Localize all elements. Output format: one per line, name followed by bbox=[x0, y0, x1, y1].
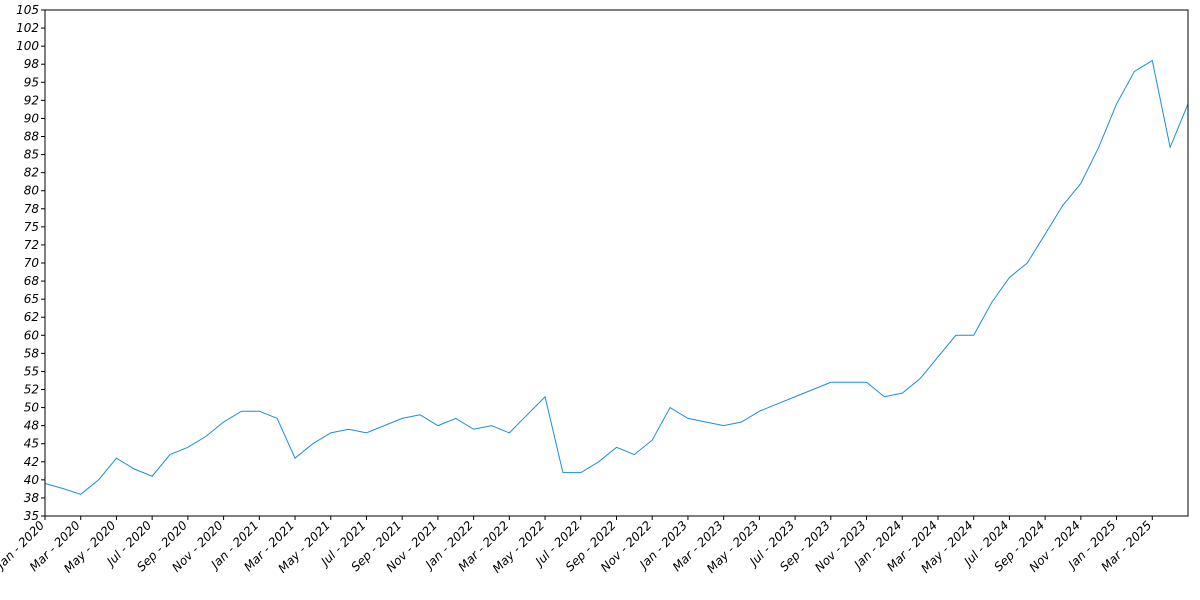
y-tick-label: 80 bbox=[24, 184, 40, 198]
y-tick-label: 100 bbox=[16, 39, 39, 53]
y-tick-label: 50 bbox=[24, 401, 40, 415]
y-tick-label: 55 bbox=[24, 364, 39, 378]
y-tick-label: 58 bbox=[24, 346, 40, 360]
price-line bbox=[44, 59, 1189, 495]
y-tick-label: 38 bbox=[24, 491, 40, 505]
y-tick-label: 60 bbox=[24, 328, 40, 342]
y-tick-label: 90 bbox=[24, 111, 40, 125]
y-tick-label: 72 bbox=[24, 238, 39, 252]
y-tick-label: 92 bbox=[24, 93, 39, 107]
y-tick-label: 40 bbox=[24, 473, 40, 487]
y-tick-label: 78 bbox=[24, 202, 40, 216]
y-tick-label: 65 bbox=[24, 292, 39, 306]
y-tick-label: 105 bbox=[16, 3, 39, 17]
y-tick-label: 85 bbox=[24, 148, 39, 162]
y-tick-label: 45 bbox=[24, 437, 39, 451]
y-tick-label: 88 bbox=[24, 130, 40, 144]
y-tick-label: 98 bbox=[24, 57, 40, 71]
y-tick-label: 82 bbox=[24, 166, 39, 180]
y-tick-label: 95 bbox=[24, 75, 39, 89]
y-tick-label: 62 bbox=[24, 310, 39, 324]
plot-frame bbox=[44, 9, 1189, 517]
y-tick-label: 42 bbox=[24, 455, 39, 469]
y-tick-label: 35 bbox=[24, 509, 39, 523]
y-tick-label: 52 bbox=[24, 383, 39, 397]
y-tick-label: 68 bbox=[24, 274, 40, 288]
y-tick-label: 70 bbox=[24, 256, 40, 270]
y-tick-label: 102 bbox=[16, 21, 39, 35]
y-tick-label: 75 bbox=[24, 220, 39, 234]
y-tick-label: 48 bbox=[24, 419, 40, 433]
